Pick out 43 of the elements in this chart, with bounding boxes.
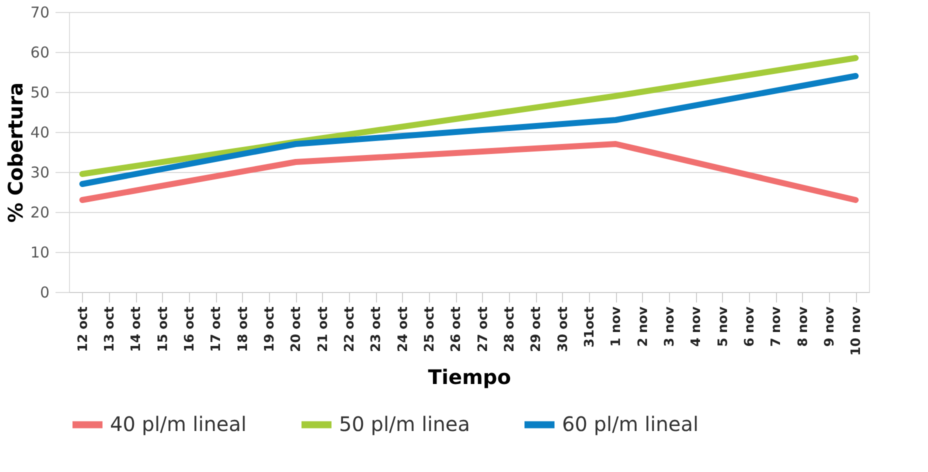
x-tick-label: 16 oct xyxy=(182,306,198,352)
x-tick-label: 31oct xyxy=(582,306,598,348)
x-tick-label: 9 nov xyxy=(822,306,838,347)
x-tick-label: 28 oct xyxy=(502,306,518,352)
x-tick-label: 6 nov xyxy=(742,306,758,347)
y-axis-title: % Cobertura xyxy=(3,82,28,223)
x-axis-title: Tiempo xyxy=(428,364,511,389)
x-tick-label: 19 oct xyxy=(262,306,278,352)
x-tick-label: 5 nov xyxy=(716,306,731,347)
x-tick-label: 22 oct xyxy=(342,306,358,352)
legend-label: 40 pl/m lineal xyxy=(110,412,247,436)
x-tick-label: 10 nov xyxy=(849,306,864,356)
x-tick-label: 4 nov xyxy=(689,306,704,347)
x-tick-label: 29 oct xyxy=(529,306,544,352)
x-tick-label: 7 nov xyxy=(769,306,784,347)
y-tick-label: 70 xyxy=(30,4,50,22)
x-tick-label: 20 oct xyxy=(289,306,304,352)
x-tick-label: 17 oct xyxy=(209,306,224,352)
y-tick-label: 30 xyxy=(30,164,50,182)
x-tick-label: 2 nov xyxy=(636,306,651,347)
y-tick-label: 60 xyxy=(30,44,50,62)
x-tick-label: 12 oct xyxy=(76,306,91,352)
y-tick-label: 10 xyxy=(30,244,50,262)
y-tick-label: 40 xyxy=(30,124,50,142)
x-tick-label: 23 oct xyxy=(369,306,384,352)
x-tick-label: 15 oct xyxy=(156,306,171,352)
x-tick-label: 8 nov xyxy=(796,306,811,347)
y-tick-label: 0 xyxy=(40,284,50,302)
x-tick-label: 26 oct xyxy=(449,306,464,352)
y-tick-label: 50 xyxy=(30,84,50,102)
legend-label: 50 pl/m linea xyxy=(339,412,470,436)
x-tick-label: 24 oct xyxy=(396,306,411,352)
x-tick-label: 1 nov xyxy=(609,306,624,347)
x-tick-label: 14 oct xyxy=(129,306,144,352)
legend-label: 60 pl/m lineal xyxy=(562,412,699,436)
x-tick-label: 27 oct xyxy=(476,306,491,352)
x-tick-label: 13 oct xyxy=(102,306,118,352)
y-tick-label: 20 xyxy=(30,204,50,222)
x-tick-label: 18 oct xyxy=(236,306,251,352)
x-tick-label: 3 nov xyxy=(662,306,678,347)
x-tick-label: 21 oct xyxy=(316,306,331,352)
x-tick-label: 30 oct xyxy=(556,306,571,352)
x-tick-label: 25 oct xyxy=(422,306,438,352)
